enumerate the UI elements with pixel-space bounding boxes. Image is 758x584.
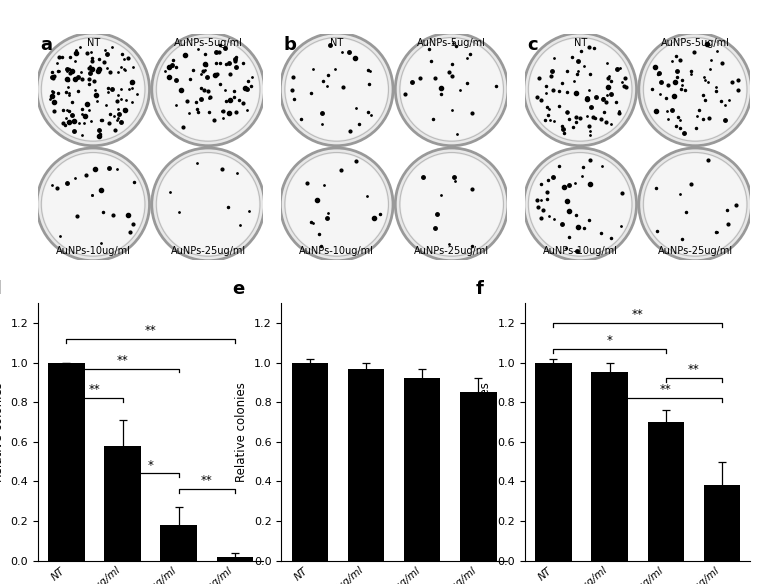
Circle shape (42, 39, 144, 140)
Text: a: a (40, 36, 52, 54)
Text: NT: NT (330, 37, 343, 47)
Bar (647, 422, 684, 561)
Bar (591, 373, 628, 561)
Circle shape (644, 154, 746, 255)
Text: f: f (475, 280, 483, 298)
Text: AuNPs-25ug/ml: AuNPs-25ug/ml (658, 246, 733, 256)
Circle shape (395, 33, 508, 146)
Circle shape (524, 33, 637, 146)
Circle shape (158, 154, 259, 255)
Circle shape (644, 39, 746, 140)
Text: NT: NT (574, 37, 587, 47)
Circle shape (529, 154, 631, 255)
Circle shape (158, 39, 259, 140)
Bar (49, 363, 85, 561)
Text: AuNPs-5ug/ml: AuNPs-5ug/ml (174, 37, 243, 47)
Bar (348, 369, 384, 561)
Circle shape (395, 148, 508, 260)
Text: NT: NT (86, 37, 100, 47)
Circle shape (286, 154, 387, 255)
Bar (460, 392, 496, 561)
Circle shape (280, 148, 393, 260)
Bar (105, 446, 141, 561)
Bar (703, 485, 740, 561)
Circle shape (524, 148, 637, 260)
Text: **: ** (201, 474, 213, 488)
Text: d: d (0, 280, 1, 298)
Text: AuNPs-25ug/ml: AuNPs-25ug/ml (414, 246, 489, 256)
Circle shape (280, 33, 393, 146)
Y-axis label: Relative colonies: Relative colonies (0, 382, 5, 482)
Text: AuNPs-25ug/ml: AuNPs-25ug/ml (171, 246, 246, 256)
Y-axis label: Relative colonies: Relative colonies (236, 382, 249, 482)
Circle shape (42, 154, 144, 255)
Circle shape (639, 148, 751, 260)
Circle shape (152, 33, 265, 146)
Circle shape (401, 39, 503, 140)
Bar (292, 363, 328, 561)
Text: **: ** (688, 363, 700, 377)
Text: *: * (148, 458, 154, 471)
Bar (535, 363, 572, 561)
Circle shape (37, 148, 149, 260)
Text: AuNPs-10ug/ml: AuNPs-10ug/ml (55, 246, 130, 256)
Text: AuNPs-5ug/ml: AuNPs-5ug/ml (417, 37, 486, 47)
Circle shape (152, 148, 265, 260)
Circle shape (529, 39, 631, 140)
Text: **: ** (117, 353, 128, 367)
Text: **: ** (89, 383, 100, 397)
Circle shape (401, 154, 503, 255)
Circle shape (37, 33, 149, 146)
Text: **: ** (632, 308, 644, 321)
Text: c: c (528, 36, 538, 54)
Bar (217, 557, 253, 561)
Text: AuNPs-5ug/ml: AuNPs-5ug/ml (661, 37, 730, 47)
Bar (161, 525, 197, 561)
Text: e: e (232, 280, 244, 298)
Bar (404, 378, 440, 561)
Text: *: * (606, 333, 612, 347)
Circle shape (639, 33, 751, 146)
Y-axis label: Relative colonies: Relative colonies (479, 382, 492, 482)
Text: AuNPs-10ug/ml: AuNPs-10ug/ml (299, 246, 374, 256)
Text: **: ** (660, 383, 672, 397)
Text: **: ** (145, 324, 156, 337)
Circle shape (286, 39, 387, 140)
Text: AuNPs-10ug/ml: AuNPs-10ug/ml (543, 246, 618, 256)
Text: b: b (283, 36, 296, 54)
